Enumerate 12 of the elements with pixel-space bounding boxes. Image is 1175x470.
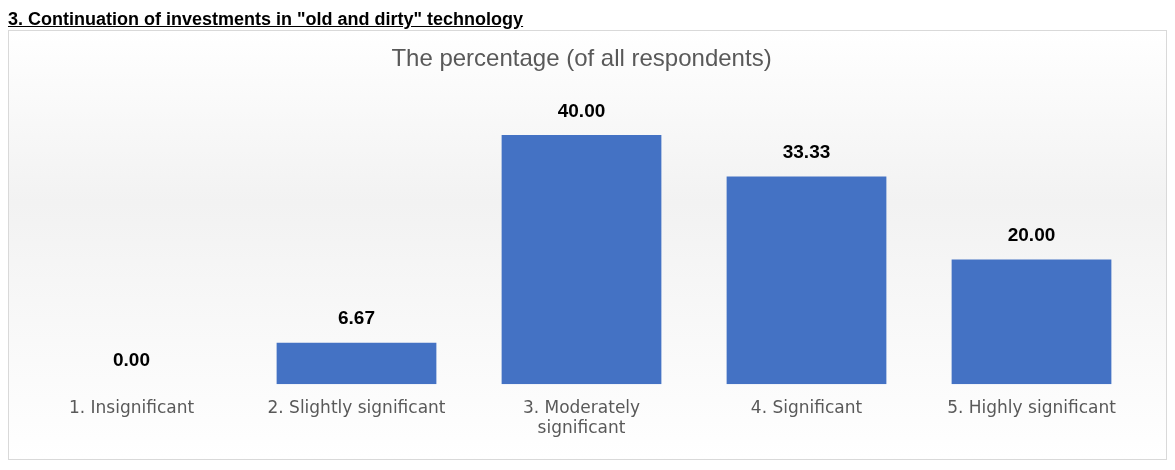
data-label: 33.33 xyxy=(782,141,831,163)
x-tick-label: 5. Highly significant xyxy=(947,396,1117,417)
x-tick-label: 4. Significant xyxy=(750,396,863,417)
data-label: 6.67 xyxy=(338,307,375,329)
x-tick-label: 1. Insignificant xyxy=(68,396,195,417)
chart-title: The percentage (of all respondents) xyxy=(391,44,772,72)
x-tick-label: 3. Moderately significant xyxy=(522,396,641,438)
data-label: 20.00 xyxy=(1007,224,1056,246)
data-label: 40.00 xyxy=(557,99,606,121)
data-label: 0.00 xyxy=(113,348,150,370)
chart-subtitle: 3. Continuation of investments in "old and dirty" technology xyxy=(8,8,525,30)
x-tick-label: 2. Slightly significant xyxy=(267,396,446,417)
